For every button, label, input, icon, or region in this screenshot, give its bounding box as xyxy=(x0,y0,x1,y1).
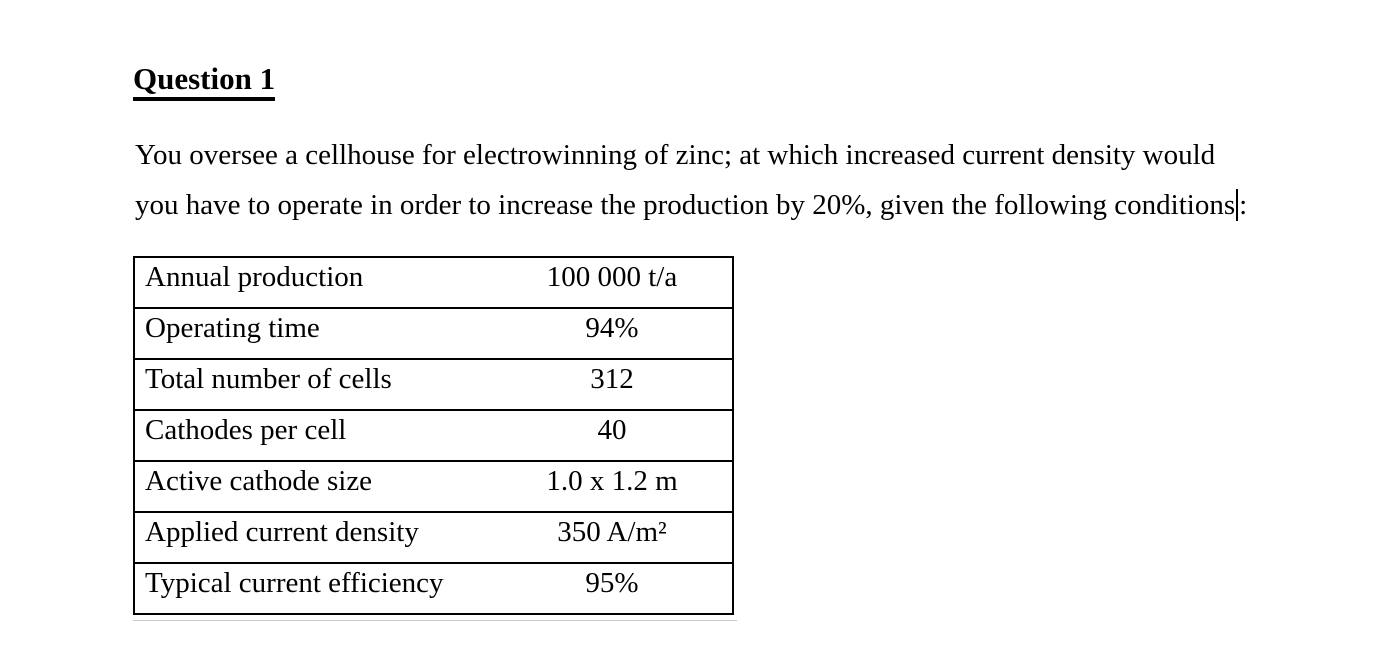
row-value: 350 A/m² xyxy=(557,516,667,548)
table-row: Operating time 94% xyxy=(135,309,732,360)
question-paragraph-line-1: You oversee a cellhouse for electrowinni… xyxy=(135,139,1216,171)
row-value: 40 xyxy=(597,414,627,446)
table-row: Active cathode size 1.0 x 1.2 m xyxy=(135,462,732,513)
row-value: 95% xyxy=(585,567,639,599)
table-row: Typical current efficiency 95% xyxy=(135,564,732,613)
row-label: Cathodes per cell xyxy=(145,414,347,446)
question-paragraph-line-2: you have to operate in order to increase… xyxy=(135,187,1247,223)
page-title: Question 1 xyxy=(133,62,276,101)
table-row: Cathodes per cell 40 xyxy=(135,411,732,462)
row-value: 312 xyxy=(590,363,634,395)
text-cursor-caret xyxy=(1236,189,1239,221)
row-label: Applied current density xyxy=(145,516,419,548)
row-label: Active cathode size xyxy=(145,465,373,497)
table-row: Total number of cells 312 xyxy=(135,360,732,411)
row-label: Total number of cells xyxy=(145,363,392,395)
row-value: 94% xyxy=(585,312,639,344)
row-label: Annual production xyxy=(145,261,364,293)
row-label: Operating time xyxy=(145,312,320,344)
row-value: 100 000 t/a xyxy=(546,261,678,293)
row-label: Typical current efficiency xyxy=(145,567,444,599)
table-row: Annual production 100 000 t/a xyxy=(135,258,732,309)
conditions-table: Annual production 100 000 t/a Operating … xyxy=(133,256,734,615)
question-paragraph-line-2-colon: : xyxy=(1239,189,1248,221)
table-cutoff-line xyxy=(133,620,737,621)
question-paragraph-line-2-text: you have to operate in order to increase… xyxy=(135,189,1236,221)
row-value: 1.0 x 1.2 m xyxy=(546,465,678,497)
table-row: Applied current density 350 A/m² xyxy=(135,513,732,564)
